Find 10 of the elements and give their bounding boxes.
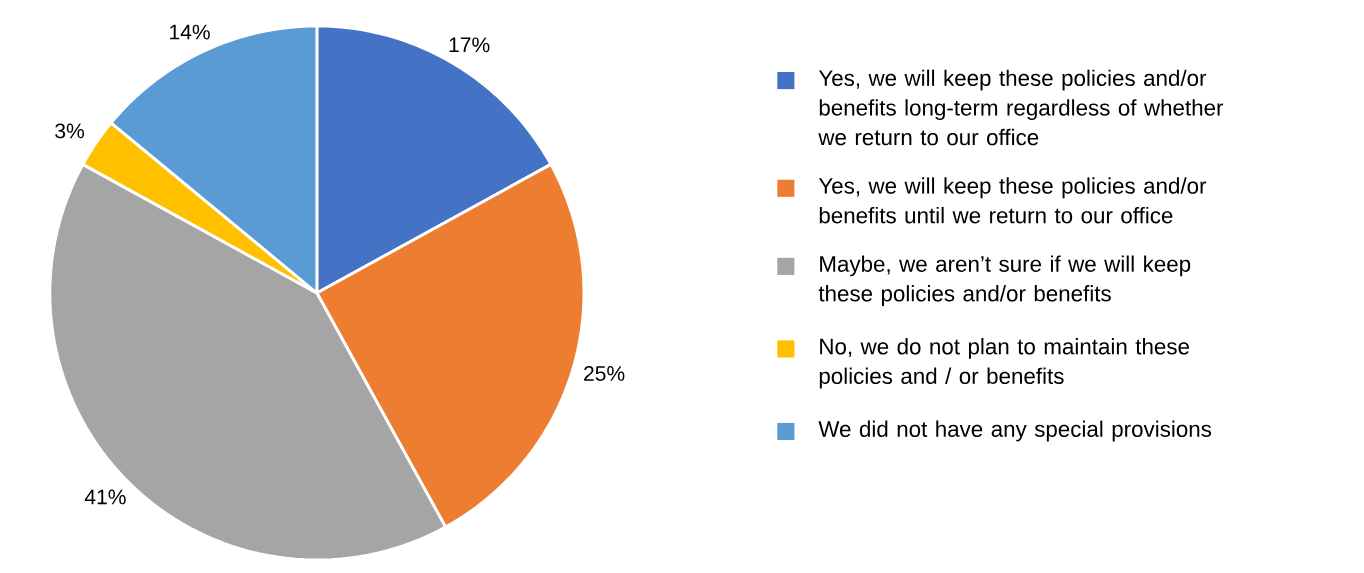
legend-label: Yes, we will keep these policies and/or benefits until we return to our office [818,177,1207,224]
legend-label: Yes, we will keep these policies and/or benefits long-term regardless of whether we return to our office [818,69,1224,146]
data-label: 17% [449,37,490,53]
legend-label: We did not have any special provisions [818,420,1212,442]
data-label: 3% [55,123,84,139]
data-label: 14% [170,24,210,40]
legend-label: No, we do not plan to maintain these policies and / or benefits [819,337,1189,389]
legend-label: Maybe, we aren’t sure if we will keep these policies and/or benefits [818,255,1191,306]
data-label: 41% [84,489,126,505]
data-label: 25% [584,365,625,381]
